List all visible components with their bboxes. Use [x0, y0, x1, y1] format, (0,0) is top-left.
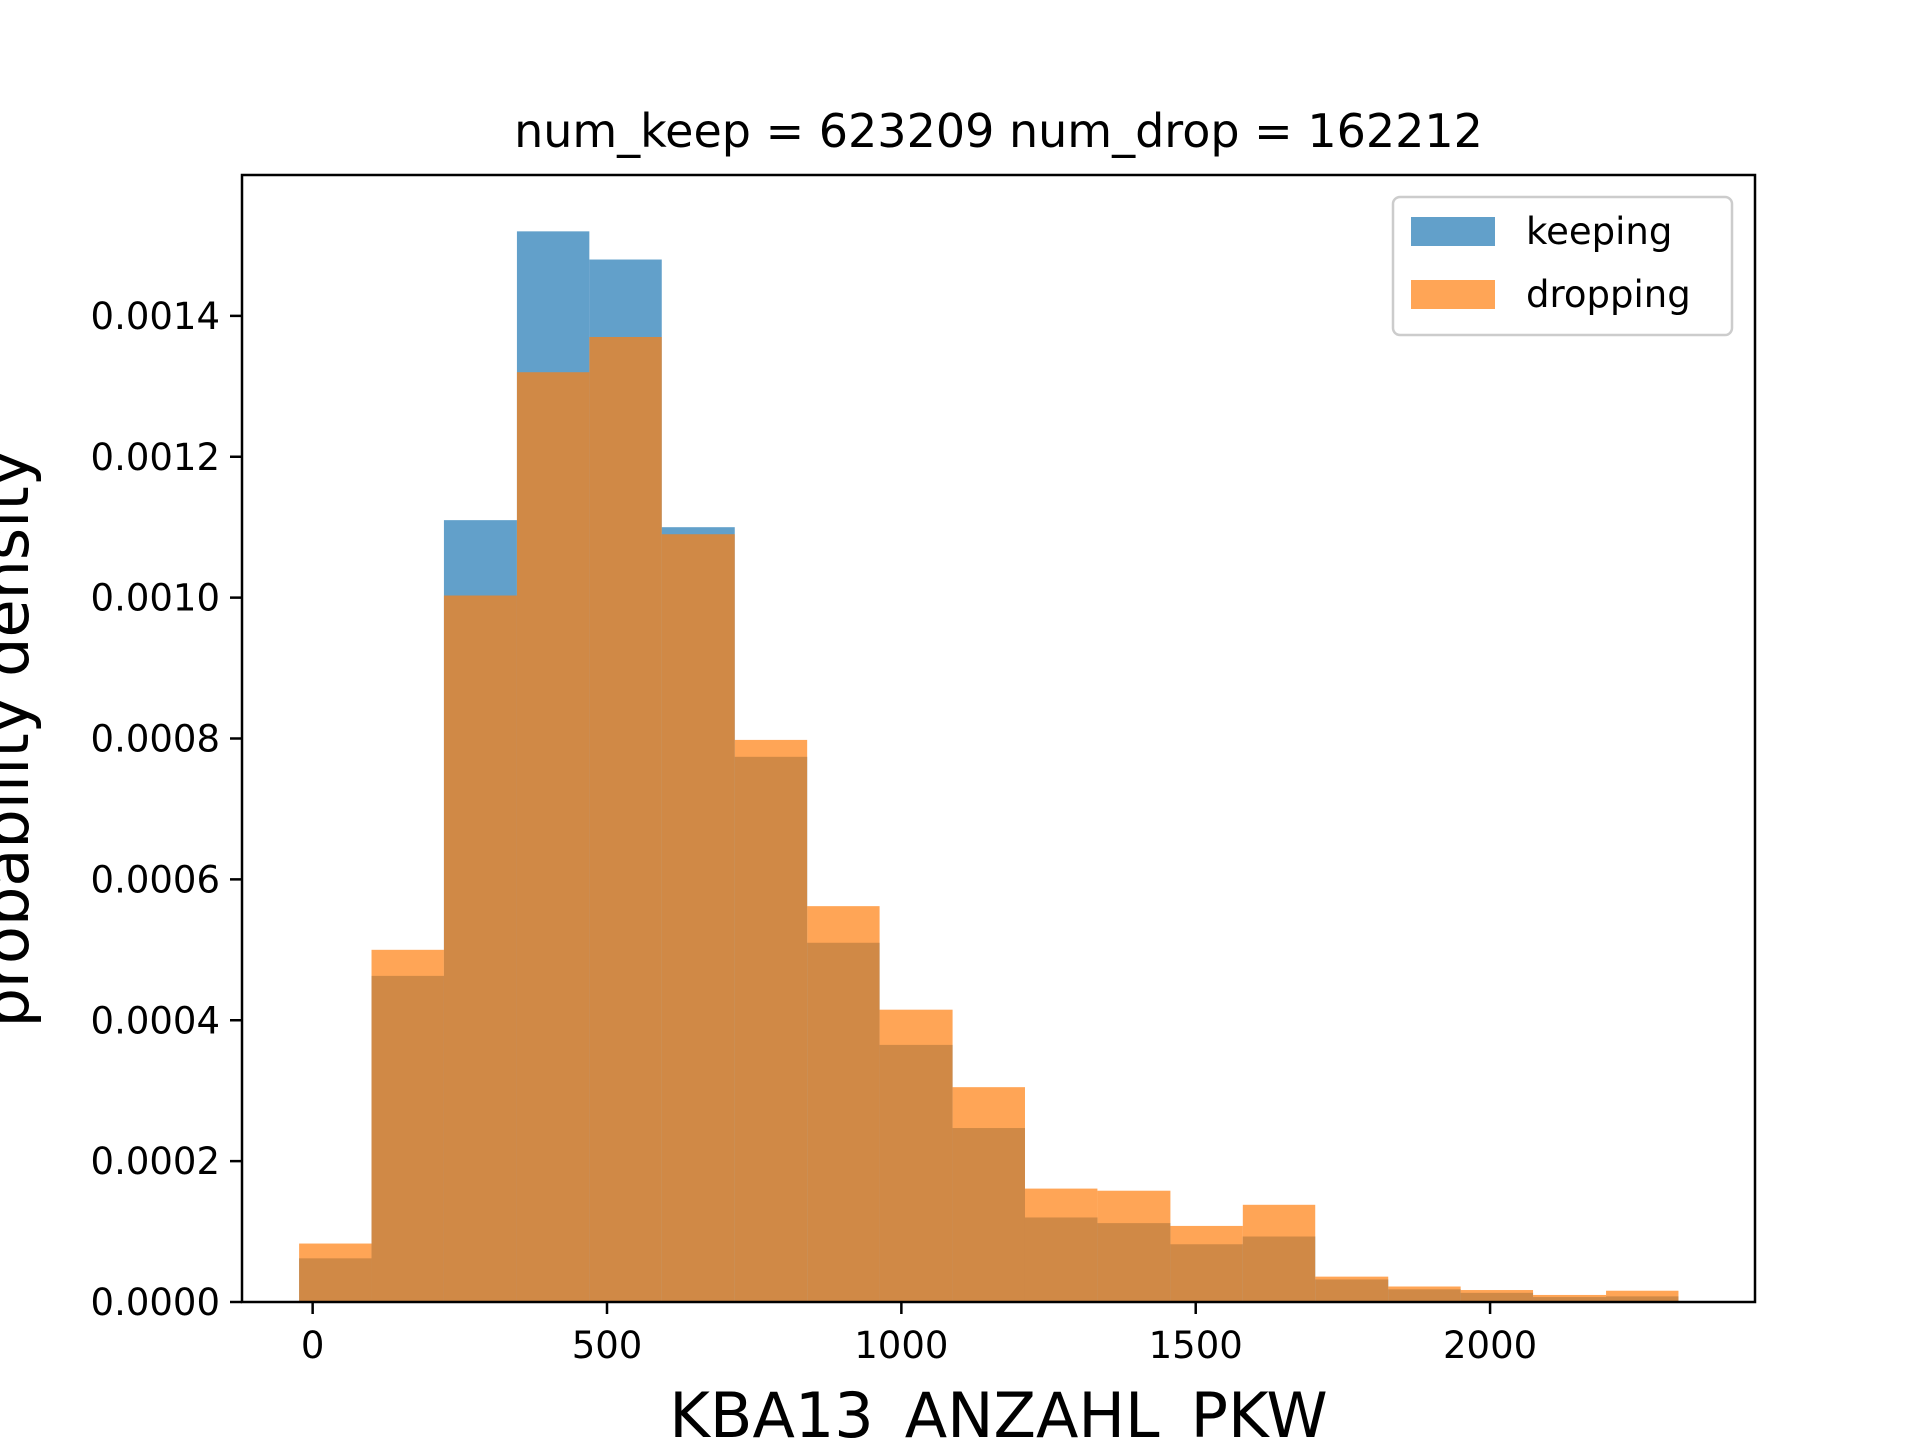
bar-dropping-18	[1606, 1290, 1679, 1302]
bars-layer	[299, 231, 1679, 1303]
bar-dropping-6	[734, 739, 808, 1302]
bar-dropping-0	[299, 1243, 372, 1302]
chart-title: num_keep = 623209 num_drop = 162212	[514, 104, 1483, 158]
x-tick-label: 1000	[854, 1324, 948, 1367]
bar-dropping-9	[952, 1087, 1025, 1302]
legend-swatch-keeping	[1411, 217, 1495, 246]
legend-swatch-dropping	[1411, 280, 1495, 309]
y-tick-label: 0.0008	[91, 718, 220, 761]
bar-dropping-8	[879, 1009, 953, 1302]
y-tick-label: 0.0014	[91, 295, 220, 338]
bar-dropping-7	[807, 906, 880, 1302]
bar-dropping-13	[1242, 1204, 1316, 1302]
x-axis-label: KBA13_ANZAHL_PKW	[669, 1379, 1327, 1440]
x-tick-label: 1500	[1149, 1324, 1243, 1367]
x-tick-label: 0	[301, 1324, 325, 1367]
bar-dropping-16	[1460, 1290, 1534, 1302]
x-tick-label: 2000	[1443, 1324, 1537, 1367]
legend-label-dropping: dropping	[1526, 273, 1691, 316]
y-tick-label: 0.0006	[91, 858, 220, 901]
y-tick-label: 0.0004	[91, 999, 220, 1042]
bar-dropping-3	[516, 372, 590, 1303]
bar-dropping-1	[371, 949, 444, 1302]
x-axis-ticks: 0 500 1000 1500 2000	[301, 1302, 1537, 1367]
bar-dropping-12	[1170, 1225, 1243, 1302]
y-tick-label: 0.0012	[91, 436, 220, 479]
bar-dropping-10	[1024, 1188, 1098, 1302]
bar-dropping-15	[1388, 1286, 1461, 1302]
bar-dropping-11	[1097, 1190, 1171, 1302]
bar-dropping-14	[1315, 1276, 1389, 1302]
bar-dropping-2	[443, 595, 517, 1302]
bar-dropping-4	[589, 337, 662, 1303]
legend: keeping dropping	[1391, 195, 1734, 337]
y-axis-ticks: 0.0000 0.0002 0.0004 0.0006 0.0008 0.0010 0.00…	[91, 295, 242, 1324]
bar-dropping-17	[1533, 1294, 1607, 1302]
y-tick-label: 0.0002	[91, 1140, 220, 1183]
y-axis-label: probability density	[0, 450, 43, 1028]
y-tick-label: 0.0000	[91, 1281, 220, 1324]
legend-label-keeping: keeping	[1526, 210, 1672, 253]
x-tick-label: 500	[572, 1324, 643, 1367]
y-tick-label: 0.0010	[91, 577, 220, 620]
bar-dropping-5	[661, 534, 735, 1302]
